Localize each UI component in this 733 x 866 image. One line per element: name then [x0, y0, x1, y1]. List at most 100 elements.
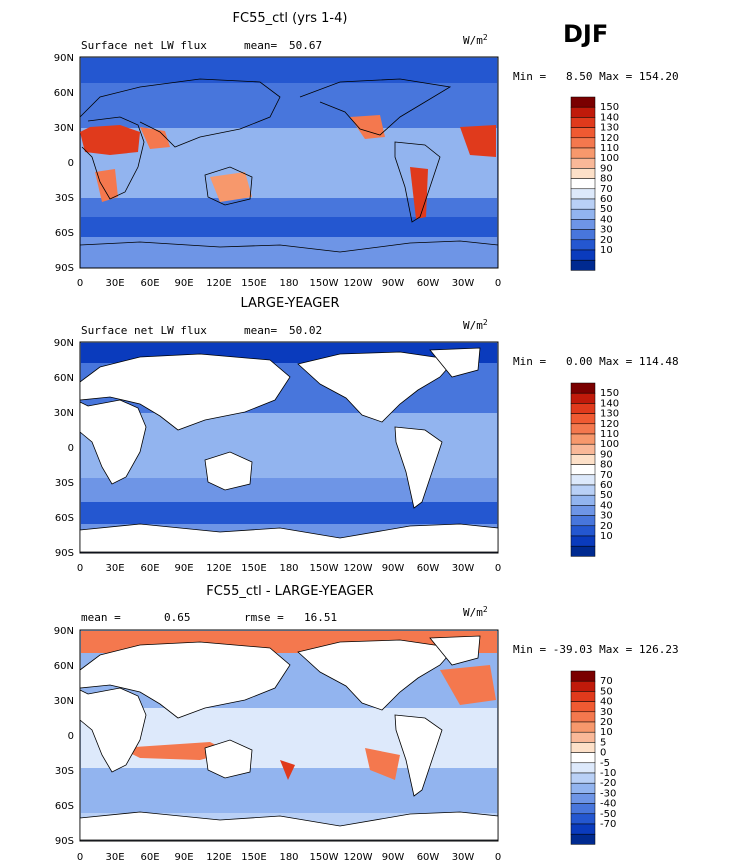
panel-2: LARGE-YEAGER Surface net LW flux mean= 5… [54, 296, 679, 574]
lat-tick: 0 [68, 158, 74, 169]
lon-tick: 120W [344, 852, 373, 863]
colorbar-swatch [570, 403, 596, 414]
map-area [79, 629, 499, 842]
lon-tick: 60W [417, 563, 440, 574]
lon-tick: 150E [241, 278, 266, 289]
colorbar-label: 50 [600, 686, 613, 697]
lon-tick: 30W [452, 278, 475, 289]
colorbar-label: 80 [600, 460, 613, 471]
colorbar-swatch [570, 525, 596, 537]
colorbar-swatch [570, 443, 596, 455]
coastlines [79, 78, 499, 253]
lat-tick: 90S [55, 548, 74, 559]
units-superscript: 2 [483, 318, 488, 327]
colorbar-swatch [570, 742, 596, 753]
lon-tick: 120W [344, 278, 373, 289]
colorbar-label: 150 [600, 102, 619, 113]
field-band-southern-ocean [81, 217, 497, 237]
lon-tick: 120E [206, 563, 231, 574]
lon-tick: 120W [344, 563, 373, 574]
colorbar-swatch [570, 823, 596, 835]
lat-tick: 60S [55, 513, 74, 524]
colorbar-label: -50 [600, 809, 616, 820]
land-africa [79, 399, 147, 485]
colorbar-swatch [570, 168, 596, 179]
lon-tick: 180 [279, 852, 298, 863]
map-area [79, 341, 499, 554]
lon-tick: 30W [452, 852, 475, 863]
lon-tick: 0 [495, 278, 501, 289]
lat-tick: 30S [55, 193, 74, 204]
land-south-america [394, 426, 443, 509]
panel-stat2-value: 16.51 [304, 611, 337, 624]
field-band-tropics [81, 128, 497, 198]
colorbar-label: -20 [600, 778, 616, 789]
colorbar-label: 70 [600, 676, 613, 687]
lon-tick: 150W [310, 278, 339, 289]
lat-tick: 30N [54, 408, 74, 419]
mexico-high [350, 115, 385, 139]
colorbar-label: -70 [600, 819, 616, 830]
units-text: W/m [463, 319, 483, 332]
lat-tick: 60N [54, 661, 74, 672]
colorbar-swatch [570, 752, 596, 764]
lat-tick: 90N [54, 626, 74, 637]
colorbar-swatch [570, 147, 596, 159]
lon-tick: 0 [495, 563, 501, 574]
lon-tick: 0 [77, 278, 83, 289]
land-north-america [297, 351, 456, 423]
lat-tick: 90N [54, 53, 74, 64]
colorbar-swatch [570, 219, 596, 230]
field-anomaly-pos-3 [440, 665, 496, 705]
colorbar-swatch [570, 423, 596, 435]
field-anomaly-pos-1 [120, 742, 230, 760]
land-antarctica [79, 811, 499, 841]
sahara-high [80, 125, 140, 155]
lon-tick: 180 [279, 278, 298, 289]
colorbar-swatch [570, 392, 596, 404]
lat-axis: 90N 60N 30N 0 30S 60S 90S [54, 53, 74, 274]
colorbar-swatch [570, 793, 596, 804]
colorbar-label: 30 [600, 707, 613, 718]
colorbar-swatch [570, 782, 596, 794]
colorbar-swatch [570, 494, 596, 506]
panel-left-label: mean = [81, 611, 121, 624]
coastline-eurasia [79, 78, 281, 148]
lon-tick: 60W [417, 278, 440, 289]
land-north-america [297, 639, 456, 711]
lon-tick: 120E [206, 852, 231, 863]
lat-tick: 0 [68, 731, 74, 742]
colorbar-swatch [570, 772, 596, 784]
lat-tick: 0 [68, 443, 74, 454]
sahara-east-high [460, 125, 496, 157]
land-eurasia [79, 353, 291, 431]
lon-axis: 0 30E 60E 90E 120E 150E 180 150W 120W 90… [77, 278, 501, 289]
coastline-south-america [394, 141, 441, 223]
colorbar-label: 60 [600, 194, 613, 205]
colorbar-label: 60 [600, 480, 613, 491]
colorbar-swatch [570, 803, 596, 815]
colorbar-swatch [570, 833, 596, 845]
panel-minmax: Min = 8.50 Max = 154.20 [513, 70, 679, 83]
colorbar-label: 50 [600, 204, 613, 215]
land-mask [79, 347, 499, 553]
colorbar-label: 130 [600, 123, 619, 134]
colorbar-label: 120 [600, 133, 619, 144]
colorbar-label: 50 [600, 490, 613, 501]
colorbar-swatch [570, 515, 596, 527]
lon-tick: 150E [241, 852, 266, 863]
lat-tick: 60N [54, 88, 74, 99]
panel-stat-value: 50.67 [289, 39, 322, 52]
colorbar-label: 70 [600, 470, 613, 481]
lat-tick: 60N [54, 373, 74, 384]
lon-tick: 0 [495, 852, 501, 863]
colorbar-label: 140 [600, 112, 619, 123]
units-superscript: 2 [483, 33, 488, 42]
lon-tick: 30W [452, 563, 475, 574]
land-highlights [80, 115, 496, 219]
colorbar-swatch [570, 474, 596, 486]
lat-axis: 90N 60N 30N 0 30S 60S 90S [54, 338, 74, 559]
colorbar-swatch [570, 535, 596, 547]
